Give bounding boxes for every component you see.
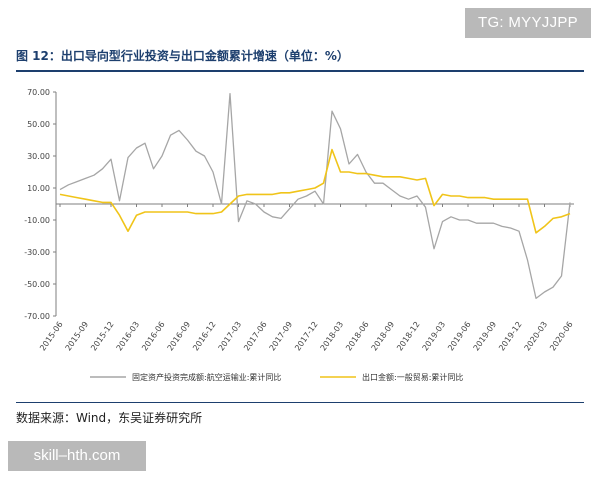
y-tick-label: 10.00 — [27, 184, 50, 193]
y-tick-label: -10.00 — [24, 216, 50, 225]
x-tick-label: 2019-12 — [497, 320, 524, 353]
x-tick-label: 2019-03 — [421, 320, 448, 353]
y-tick-label: 30.00 — [27, 152, 50, 161]
chart-axes: 70.00 50.00 30.00 10.00 -10.00 -30.00 -50.00 -7… — [24, 88, 574, 353]
series-line-0 — [59, 92, 571, 300]
x-tick-label: 2020-03 — [523, 320, 550, 353]
x-tick-label: 2020-06 — [548, 320, 575, 353]
x-tick-label: 2019-06 — [446, 320, 473, 353]
x-tick-label: 2018-03 — [319, 320, 346, 353]
y-tick-label: 70.00 — [27, 88, 50, 97]
title-divider — [16, 70, 584, 72]
line-chart: 70.00 50.00 30.00 10.00 -10.00 -30.00 -50.00 -7… — [24, 88, 574, 382]
series-line-1 — [59, 148, 571, 234]
chart-legend: 固定资产投资完成额:航空运输业:累计同比 出口金额:一般贸易:累计同比 — [90, 372, 463, 382]
source-note: 数据来源：Wind，东吴证券研究所 — [16, 411, 203, 425]
x-tick-label: 2017-03 — [217, 320, 244, 353]
y-tick-label: -50.00 — [24, 280, 50, 289]
x-tick-label: 2015-09 — [64, 320, 91, 353]
chart-series — [59, 92, 571, 300]
x-tick-label: 2016-06 — [140, 320, 167, 353]
x-tick-label: 2017-12 — [293, 320, 320, 353]
source-divider — [16, 402, 584, 403]
y-tick-label: -70.00 — [24, 312, 50, 321]
x-tick-label: 2019-09 — [472, 320, 499, 353]
site-watermark: skill–hth.com — [8, 441, 146, 471]
legend-label-1: 出口金额:一般贸易:累计同比 — [362, 372, 463, 382]
x-tick-label: 2015-06 — [38, 320, 65, 353]
figure-title: 图 12：出口导向型行业投资与出口金额累计增速（单位：%） — [16, 49, 349, 63]
x-tick-label: 2016-12 — [191, 320, 218, 353]
x-tick-label: 2016-09 — [166, 320, 193, 353]
x-tick-label: 2017-06 — [242, 320, 269, 353]
x-tick-label: 2017-09 — [268, 320, 295, 353]
x-tick-label: 2018-12 — [395, 320, 422, 353]
telegram-watermark: TG: MYYJJPP — [465, 8, 591, 38]
y-tick-label: -30.00 — [24, 248, 50, 257]
y-tick-label: 50.00 — [27, 120, 50, 129]
x-tick-label: 2016-03 — [115, 320, 142, 353]
legend-label-0: 固定资产投资完成额:航空运输业:累计同比 — [132, 372, 281, 382]
x-tick-label: 2018-06 — [344, 320, 371, 353]
x-tick-label: 2015-12 — [89, 320, 116, 353]
x-tick-label: 2018-09 — [370, 320, 397, 353]
